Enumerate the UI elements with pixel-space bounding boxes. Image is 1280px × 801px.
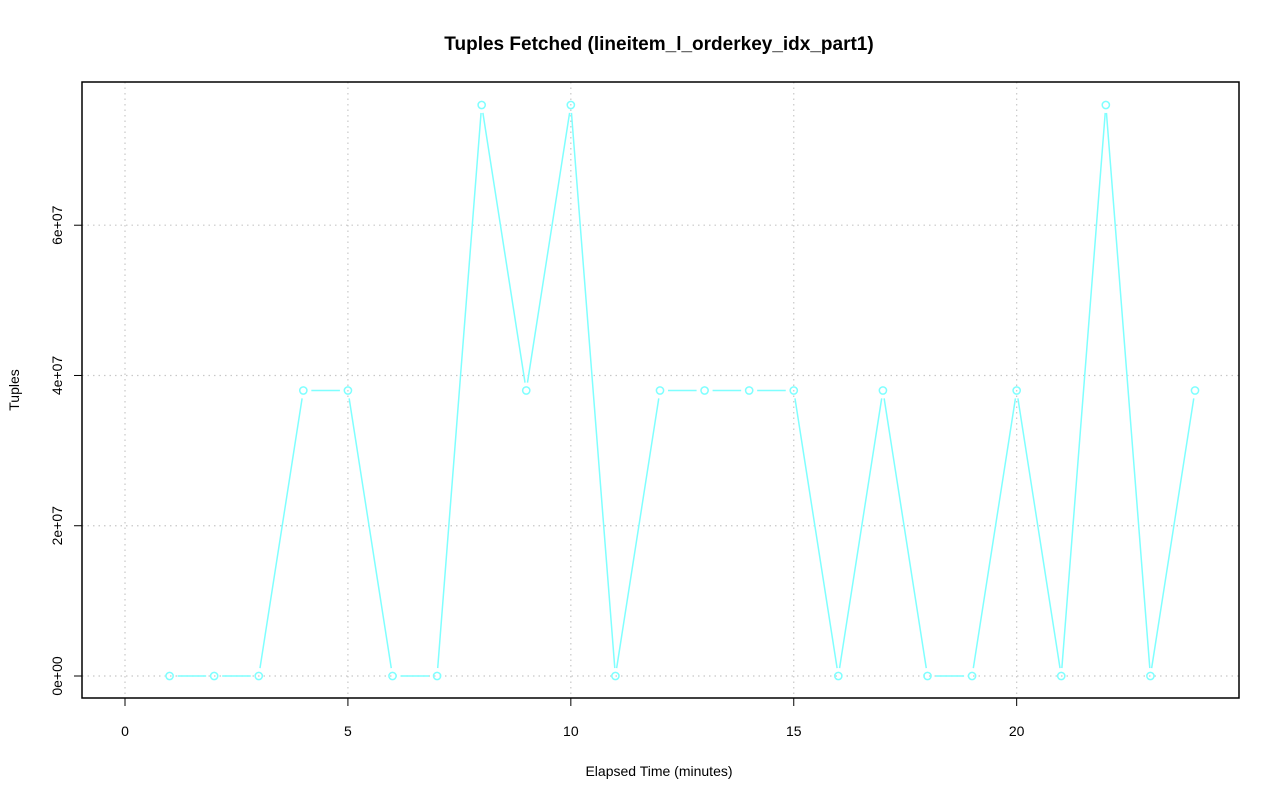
y-tick-label: 4e+07 [49,356,65,396]
y-tick-label: 2e+07 [49,506,65,546]
series-line-segment [526,112,571,383]
data-point [611,671,620,681]
series-line-segment [348,398,393,669]
data-point [254,671,264,681]
plot-frame [81,81,1240,699]
series-line-segment [482,112,526,383]
data-point [165,671,174,681]
data-point [1056,671,1066,681]
y-axis-label: Tuples [6,369,22,411]
series-line-segment [259,398,303,669]
data-point [1190,386,1200,395]
series-line-segment [883,398,928,669]
series-line-segment [570,112,616,669]
x-tick-label: 0 [121,723,129,739]
data-point [923,671,932,681]
data-point [521,386,531,395]
data-point [388,671,397,681]
data-point [967,671,977,681]
data-point [833,671,843,681]
y-tick-label: 0e+00 [49,656,65,696]
data-point [700,386,709,395]
series-line-segment [1105,112,1151,669]
data-point [477,100,487,110]
series-line-segment [1017,398,1061,669]
data-point [878,386,888,395]
series-line-segment [838,398,883,669]
data-point [789,386,799,395]
data-point [298,386,308,395]
chart-title: Tuples Fetched (lineitem_l_orderkey_idx_… [444,34,873,55]
x-tick-label: 20 [1009,723,1025,739]
data-point [1012,386,1022,395]
series-line-segment [794,398,838,669]
series-group [165,100,1200,681]
x-axis: 0 5 10 15 20 [121,697,1025,739]
y-axis: 0e+00 2e+07 4e+07 6e+07 [49,205,83,696]
series-line-segment [436,112,482,669]
x-axis-label: Elapsed Time (minutes) [585,763,732,779]
grid [82,82,1239,698]
data-point [432,671,442,681]
data-point [655,386,665,395]
series-line-segment [615,398,660,669]
data-point [744,386,754,395]
series-line-segment [1061,112,1106,669]
x-tick-label: 5 [344,723,352,739]
data-point [1146,671,1155,681]
series-line-segment [1150,398,1195,669]
x-tick-label: 15 [786,723,802,739]
x-tick-label: 10 [563,723,579,739]
data-point [209,671,219,681]
data-point [1101,100,1111,110]
data-point [343,386,353,395]
y-tick-label: 6e+07 [49,205,65,245]
data-point [566,100,576,110]
series-line-segment [972,398,1017,669]
